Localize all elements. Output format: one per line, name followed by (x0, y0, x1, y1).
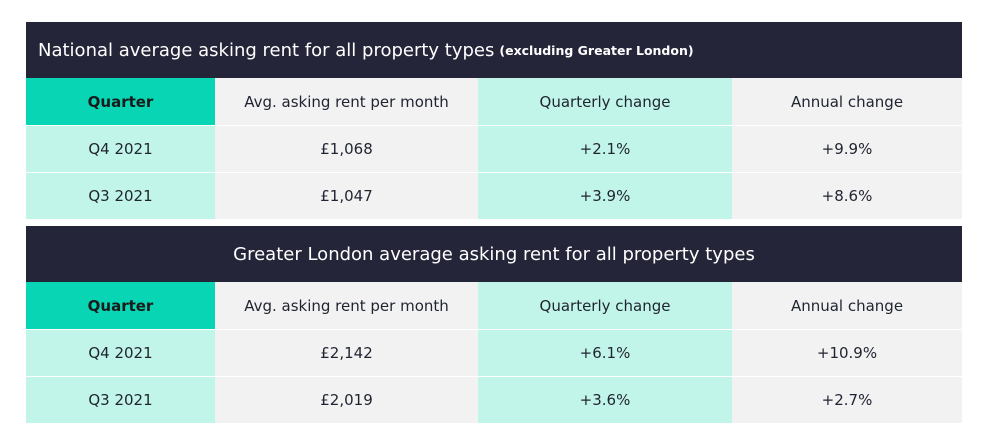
national-table-title: National average asking rent for all pro… (38, 39, 495, 61)
national-table-title-bar: National average asking rent for all pro… (26, 22, 962, 78)
national-rent-table: National average asking rent for all pro… (26, 22, 962, 219)
table-cell-quarterly-change: +3.6% (478, 376, 732, 423)
table-cell-quarter: Q4 2021 (26, 125, 215, 172)
table-cell-avg-rent: £1,068 (215, 125, 478, 172)
national-table-title-note: (excluding Greater London) (499, 42, 694, 58)
table-cell-annual-change: +8.6% (732, 172, 962, 219)
london-table-title-bar: Greater London average asking rent for a… (26, 226, 962, 282)
national-table-grid: Quarter Avg. asking rent per month Quart… (26, 78, 962, 219)
table-cell-avg-rent: £2,019 (215, 376, 478, 423)
column-header-quarter: Quarter (26, 78, 215, 125)
table-cell-quarter: Q3 2021 (26, 172, 215, 219)
table-cell-quarter: Q3 2021 (26, 376, 215, 423)
table-cell-annual-change: +10.9% (732, 329, 962, 376)
column-header-annual-change: Annual change (732, 78, 962, 125)
column-header-avg-rent: Avg. asking rent per month (215, 282, 478, 329)
london-rent-table: Greater London average asking rent for a… (26, 226, 962, 423)
table-cell-quarter: Q4 2021 (26, 329, 215, 376)
table-cell-quarterly-change: +3.9% (478, 172, 732, 219)
table-cell-avg-rent: £2,142 (215, 329, 478, 376)
table-cell-annual-change: +9.9% (732, 125, 962, 172)
table-cell-quarterly-change: +6.1% (478, 329, 732, 376)
column-header-annual-change: Annual change (732, 282, 962, 329)
table-cell-annual-change: +2.7% (732, 376, 962, 423)
column-header-quarterly-change: Quarterly change (478, 282, 732, 329)
table-cell-quarterly-change: +2.1% (478, 125, 732, 172)
london-table-grid: Quarter Avg. asking rent per month Quart… (26, 282, 962, 423)
table-cell-avg-rent: £1,047 (215, 172, 478, 219)
column-header-quarter: Quarter (26, 282, 215, 329)
london-table-title: Greater London average asking rent for a… (233, 243, 755, 265)
column-header-quarterly-change: Quarterly change (478, 78, 732, 125)
column-header-avg-rent: Avg. asking rent per month (215, 78, 478, 125)
